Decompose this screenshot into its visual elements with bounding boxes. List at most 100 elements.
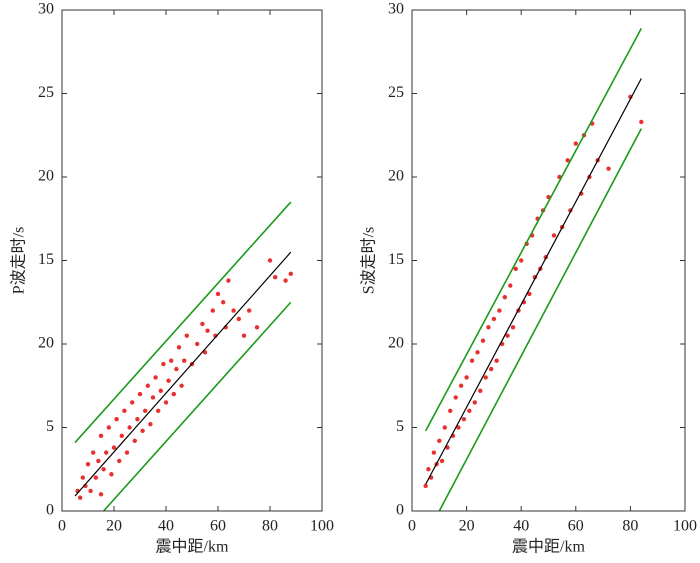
point bbox=[106, 425, 112, 430]
x-tick-label: 20 bbox=[459, 518, 475, 535]
point bbox=[132, 438, 137, 444]
point bbox=[456, 425, 461, 430]
point bbox=[80, 475, 86, 480]
x-axis-label: 震中距/km bbox=[512, 538, 585, 556]
y-tick-label: 25 bbox=[388, 84, 404, 101]
point bbox=[437, 438, 442, 444]
point bbox=[483, 375, 488, 380]
point bbox=[236, 316, 241, 322]
point bbox=[488, 366, 494, 372]
fit-line bbox=[103, 301, 292, 512]
y-axis-label: S波走时/s bbox=[360, 227, 378, 295]
fit-line bbox=[74, 251, 292, 497]
y-axis-label: P波走时/s bbox=[10, 227, 28, 295]
point bbox=[442, 425, 447, 430]
point bbox=[510, 325, 516, 330]
point bbox=[124, 450, 130, 455]
point bbox=[210, 308, 215, 313]
y-tick-label: 30 bbox=[38, 1, 54, 18]
point bbox=[453, 395, 458, 400]
fit-line bbox=[74, 201, 292, 444]
point bbox=[472, 400, 477, 405]
point bbox=[202, 350, 208, 355]
point bbox=[458, 383, 464, 388]
point bbox=[104, 450, 109, 455]
y-tick-label: 20 bbox=[38, 168, 54, 185]
point bbox=[267, 258, 273, 263]
x-tick-label: 0 bbox=[408, 518, 416, 535]
point bbox=[78, 495, 83, 500]
point bbox=[241, 333, 247, 338]
point bbox=[98, 433, 104, 439]
x-tick-label: 60 bbox=[568, 518, 584, 535]
point bbox=[497, 308, 502, 313]
point bbox=[464, 375, 469, 380]
point bbox=[171, 391, 176, 397]
y-tick-label: 5 bbox=[46, 418, 54, 435]
point bbox=[135, 416, 140, 422]
point bbox=[91, 450, 96, 455]
point bbox=[114, 416, 119, 422]
point bbox=[163, 400, 169, 405]
point bbox=[283, 278, 288, 283]
point bbox=[130, 400, 135, 405]
point bbox=[109, 472, 114, 477]
point bbox=[221, 300, 226, 305]
point bbox=[494, 358, 499, 363]
fit-line bbox=[424, 27, 643, 432]
point bbox=[478, 388, 483, 393]
point bbox=[467, 408, 472, 413]
point bbox=[174, 366, 179, 372]
y-tick-label: 5 bbox=[396, 418, 404, 435]
point bbox=[226, 278, 231, 283]
point bbox=[122, 408, 127, 413]
point bbox=[247, 308, 252, 313]
point bbox=[119, 433, 125, 439]
point bbox=[98, 492, 104, 497]
y-tick-label: 20 bbox=[388, 168, 404, 185]
point bbox=[486, 325, 491, 330]
y-tick-label: 15 bbox=[388, 251, 404, 268]
point bbox=[513, 266, 518, 272]
point bbox=[150, 395, 156, 400]
point bbox=[85, 462, 91, 467]
point bbox=[505, 333, 510, 338]
point bbox=[273, 275, 278, 280]
point bbox=[101, 467, 106, 472]
point bbox=[96, 458, 101, 464]
point bbox=[161, 361, 166, 367]
point bbox=[519, 258, 524, 263]
point bbox=[551, 233, 557, 238]
y-tick-label: 30 bbox=[388, 1, 404, 18]
point bbox=[169, 358, 174, 363]
point bbox=[215, 291, 221, 297]
point bbox=[153, 375, 158, 380]
point bbox=[606, 166, 611, 171]
y-tick-label: 0 bbox=[396, 502, 404, 519]
point bbox=[461, 416, 467, 422]
point bbox=[423, 483, 428, 489]
x-tick-label: 80 bbox=[622, 518, 638, 535]
point bbox=[426, 467, 431, 472]
y-tick-label: 20 bbox=[388, 335, 404, 352]
point bbox=[200, 321, 205, 327]
point bbox=[639, 119, 644, 125]
point bbox=[179, 383, 184, 388]
x-tick-label: 60 bbox=[210, 518, 226, 535]
point bbox=[117, 458, 122, 464]
point bbox=[111, 445, 117, 450]
point bbox=[508, 283, 513, 288]
point bbox=[480, 338, 486, 343]
point bbox=[184, 333, 189, 338]
point bbox=[439, 458, 445, 464]
point bbox=[145, 383, 150, 388]
point bbox=[158, 388, 163, 393]
point bbox=[288, 271, 293, 277]
point bbox=[431, 450, 437, 455]
point bbox=[254, 325, 260, 330]
point bbox=[475, 350, 480, 355]
y-tick-label: 25 bbox=[38, 84, 54, 101]
point bbox=[88, 488, 93, 494]
y-tick-label: 0 bbox=[46, 502, 54, 519]
